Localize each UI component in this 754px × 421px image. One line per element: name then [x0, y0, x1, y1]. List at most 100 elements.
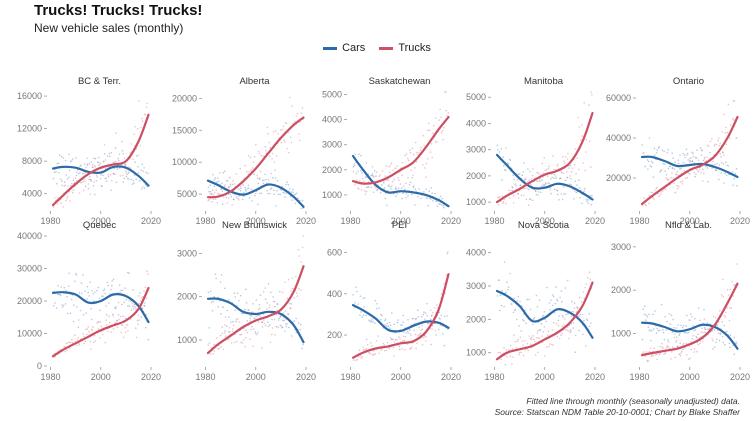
monthly-point — [511, 363, 513, 365]
monthly-point — [650, 191, 652, 194]
monthly-point — [221, 332, 224, 335]
monthly-point — [561, 314, 564, 317]
monthly-point — [245, 301, 248, 304]
monthly-point — [415, 318, 417, 321]
monthly-point — [569, 177, 572, 180]
monthly-point — [292, 191, 295, 193]
monthly-point — [121, 324, 124, 327]
monthly-point — [521, 340, 524, 342]
monthly-point — [288, 151, 290, 154]
monthly-point — [105, 305, 107, 307]
monthly-point — [71, 338, 73, 341]
monthly-point — [106, 155, 109, 157]
monthly-point — [415, 317, 417, 320]
monthly-point — [72, 320, 75, 323]
monthly-point — [122, 315, 124, 318]
monthly-point — [300, 207, 303, 210]
monthly-point — [78, 292, 81, 294]
monthly-point — [404, 348, 406, 351]
monthly-point — [138, 180, 141, 182]
monthly-point — [299, 328, 302, 331]
monthly-point — [87, 326, 89, 328]
monthly-point — [715, 341, 717, 344]
monthly-point — [403, 340, 406, 342]
monthly-point — [79, 165, 81, 167]
monthly-point — [239, 294, 242, 297]
monthly-point — [257, 182, 260, 185]
monthly-point — [56, 162, 58, 165]
legend-swatch-cars — [323, 46, 338, 50]
monthly-point — [510, 189, 512, 192]
monthly-point — [576, 184, 578, 186]
monthly-point — [680, 181, 682, 183]
monthly-point — [530, 178, 533, 180]
monthly-point — [240, 185, 242, 188]
monthly-point — [498, 151, 501, 153]
monthly-point — [516, 179, 519, 181]
monthly-point — [96, 322, 98, 324]
monthly-point — [247, 154, 250, 157]
monthly-point — [365, 162, 368, 164]
monthly-point — [290, 303, 293, 305]
monthly-point — [277, 193, 280, 196]
monthly-point — [132, 179, 135, 182]
monthly-point — [146, 270, 148, 272]
monthly-point — [249, 317, 251, 320]
monthly-point — [266, 302, 268, 304]
monthly-point — [119, 175, 122, 177]
monthly-point — [77, 319, 80, 321]
monthly-point — [232, 328, 234, 330]
monthly-point — [217, 306, 219, 308]
monthly-point — [124, 164, 126, 166]
monthly-point — [288, 302, 291, 305]
panel-title-saskatchewan: Saskatchewan — [369, 76, 431, 87]
monthly-point — [276, 189, 278, 192]
monthly-point — [275, 130, 277, 132]
monthly-point — [291, 105, 293, 107]
monthly-point — [583, 297, 585, 300]
monthly-point — [684, 154, 686, 156]
monthly-point — [135, 336, 138, 339]
monthly-point — [546, 286, 548, 289]
legend-item-trucks: Trucks — [379, 42, 431, 54]
monthly-point — [107, 284, 109, 287]
monthly-point — [427, 122, 430, 125]
monthly-point — [361, 172, 363, 174]
panel-title-new-brunswick: New Brunswick — [222, 220, 287, 231]
monthly-point — [82, 173, 85, 175]
monthly-point — [271, 318, 273, 321]
monthly-point — [216, 192, 219, 195]
x-tick-label-bc-terr: 2000 — [91, 216, 111, 226]
monthly-point — [228, 176, 231, 179]
monthly-point — [238, 321, 241, 323]
monthly-point — [64, 159, 67, 162]
monthly-point — [417, 309, 419, 312]
monthly-point — [735, 137, 738, 139]
monthly-point — [365, 186, 368, 188]
monthly-point — [250, 188, 253, 191]
monthly-point — [286, 147, 288, 150]
monthly-point — [576, 306, 579, 309]
monthly-point — [555, 189, 558, 192]
monthly-point — [224, 335, 227, 337]
monthly-point — [380, 313, 382, 316]
monthly-point — [70, 160, 73, 162]
monthly-point — [541, 315, 544, 317]
monthly-point — [267, 192, 269, 195]
monthly-point — [423, 191, 425, 193]
monthly-point — [527, 349, 530, 352]
monthly-point — [544, 182, 547, 184]
monthly-point — [352, 170, 355, 173]
monthly-point — [115, 160, 117, 163]
scatter-trucks-pei — [352, 251, 449, 362]
monthly-point — [75, 272, 77, 275]
monthly-point — [641, 144, 643, 146]
monthly-point — [385, 179, 387, 182]
monthly-point — [522, 344, 524, 347]
monthly-point — [556, 298, 558, 301]
monthly-point — [133, 304, 135, 306]
monthly-point — [221, 182, 223, 185]
monthly-point — [65, 342, 67, 345]
monthly-point — [373, 353, 376, 356]
monthly-point — [93, 157, 95, 159]
